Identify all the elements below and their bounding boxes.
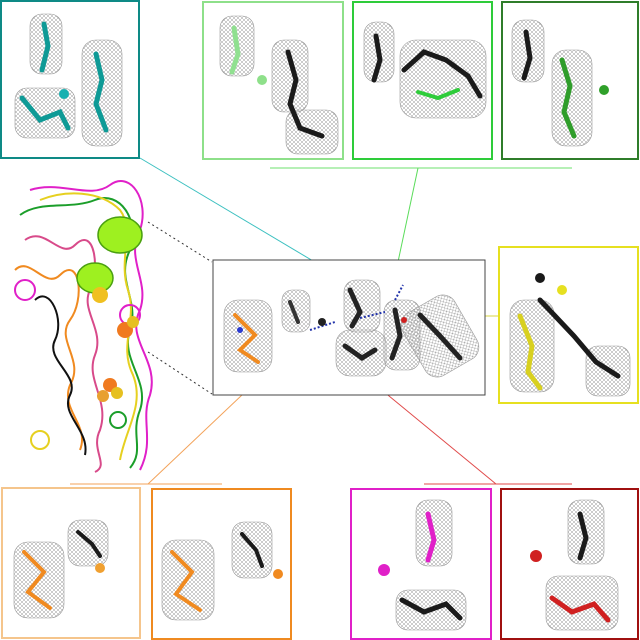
- dotted-zoom-bottom: [147, 351, 213, 395]
- active-site-highlight: [76, 216, 143, 303]
- panel-light-orange: [1, 487, 141, 639]
- panel-teal: [0, 0, 140, 159]
- panel-orange: [151, 488, 292, 640]
- electron-density-mesh-icon: [223, 299, 273, 373]
- panel-magenta: [350, 488, 492, 640]
- protein-ribbon-icon: [14, 180, 153, 473]
- panel-light-green: [202, 1, 344, 160]
- panel-dark-red: [500, 488, 639, 640]
- panel-dark-green: [501, 1, 639, 160]
- dotted-zoom-top: [147, 221, 213, 263]
- panel-center-active-site: [212, 259, 486, 396]
- iron-sulfur-cluster-icon: [97, 316, 139, 402]
- connector-red: [371, 381, 497, 485]
- panel-yellow: [498, 246, 639, 404]
- panel-green: [352, 1, 493, 160]
